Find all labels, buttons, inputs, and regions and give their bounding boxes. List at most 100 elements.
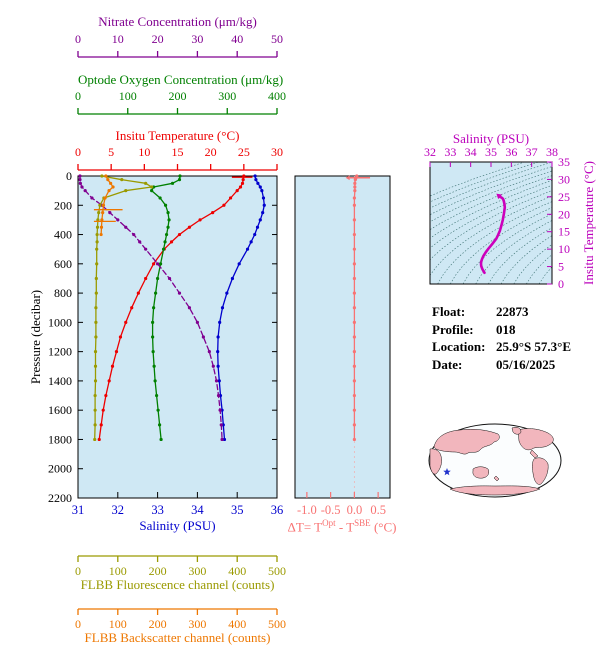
plot-area [430, 162, 552, 284]
pressure-tick-label: 1400 [48, 374, 72, 388]
marker-fluorescence [93, 364, 98, 368]
tick-label: 15 [172, 145, 184, 159]
marker-salinity [255, 225, 260, 229]
marker-nitrate [167, 276, 172, 281]
marker-fluorescence [97, 210, 101, 215]
marker-salinity [262, 203, 266, 207]
profile-plot: 0 200 400 600 800 1000 1200 1400 1600 1800 2000 220… [48, 169, 283, 517]
ts-x-tick-label: 38 [546, 145, 558, 159]
marker-delta-t [352, 379, 356, 383]
pressure-tick-label: 2200 [48, 491, 72, 505]
tick-label: 200 [149, 564, 167, 578]
delta-tick-label: 0.0 [347, 503, 363, 517]
series-temperature [98, 175, 245, 441]
float-label: Float: [432, 304, 466, 319]
marker-temperature [198, 218, 202, 222]
marker-salinity [216, 335, 220, 339]
marker-oxygen [153, 379, 157, 383]
tick-label: 20 [205, 145, 217, 159]
marker-nitrate [144, 247, 148, 251]
marker-nitrate [177, 291, 182, 295]
ts-y-tick-label: 0 [558, 277, 564, 291]
series-fluorescence [94, 175, 153, 441]
map-south-america [532, 457, 549, 485]
marker-oxygen [166, 225, 170, 229]
tick-label: 0 [75, 32, 81, 46]
marker-fluorescence [93, 408, 97, 412]
map-antarctica [449, 485, 541, 496]
map-eurasia [433, 428, 500, 455]
pressure-axis-label: Pressure (decibar) [28, 289, 43, 385]
tick-label: 30 [271, 145, 283, 159]
salinity-tick-label: 33 [151, 503, 164, 517]
tick-label: 300 [218, 89, 236, 103]
marker-backscatter [101, 203, 106, 207]
marker-oxygen [177, 178, 182, 182]
marker-delta-t [352, 276, 356, 281]
float-info: Float: 22873 Profile: 018 Location: 25.9°S … [432, 303, 571, 373]
marker-delta-t [352, 408, 356, 412]
marker-salinity [216, 350, 220, 354]
marker-delta-t [353, 185, 357, 189]
marker-oxygen [154, 291, 158, 295]
plot-area [77, 175, 278, 499]
pressure-tick-label: 1000 [48, 315, 72, 329]
salinity-tick-label: 31 [72, 503, 85, 517]
delta-t-title-sup-opt: Opt [322, 518, 336, 528]
density-contour [430, 190, 552, 261]
marker-temperature [97, 437, 101, 442]
density-contour [430, 162, 539, 203]
marker-delta-t [352, 218, 356, 222]
float-info-row-profile: Profile: 018 [432, 321, 571, 339]
float-value: 22873 [496, 304, 529, 319]
tick-label: 400 [228, 564, 246, 578]
pressure-tick-label: 1200 [48, 345, 72, 359]
tick-label: 0 [75, 89, 81, 103]
marker-temperature [187, 225, 192, 229]
float-location-star [443, 468, 451, 476]
pressure-tick-label: 400 [54, 228, 72, 242]
backscatter-axis: 0 100 200 300 400 500 [75, 608, 286, 631]
marker-temperature [169, 240, 174, 244]
series-nitrate [79, 175, 223, 441]
tick-label: 40 [231, 32, 243, 46]
tick-label: 20 [152, 32, 164, 46]
marker-oxygen [167, 218, 171, 222]
delta-t-title-pre: ΔT= T [287, 519, 323, 535]
world-map [428, 423, 562, 498]
marker-delta-t [353, 189, 357, 193]
marker-fluorescence [94, 306, 98, 310]
oxygen-axis-title: Optode Oxygen Concentration (μm/kg) [78, 72, 284, 87]
marker-backscatter [104, 174, 108, 178]
marker-fluorescence [120, 178, 124, 182]
pressure-tick-label: 600 [54, 257, 72, 271]
marker-delta-t [352, 364, 356, 368]
marker-fluorescence [94, 335, 98, 339]
marker-nitrate [83, 189, 87, 193]
float-info-row-float: Float: 22873 [432, 303, 571, 321]
marker-temperature [240, 181, 245, 185]
marker-oxygen [164, 232, 169, 237]
marker-salinity [230, 276, 235, 281]
delta-t-title-mid: - T [335, 519, 355, 535]
marker-oxygen [150, 189, 154, 193]
density-contour [430, 185, 552, 249]
marker-backscatter [99, 232, 103, 237]
tick-label: 400 [268, 89, 286, 103]
marker-fluorescence [93, 393, 97, 398]
tick-label: 100 [119, 89, 137, 103]
delta-t-plot: -1.0 -0.5 0.0 0.5 [294, 174, 391, 517]
marker-oxygen [166, 210, 170, 215]
delta-tick-label: 0.5 [370, 503, 386, 517]
pressure-tick-label: 1600 [48, 403, 72, 417]
plot-area [294, 175, 391, 499]
ts-y-tick-label: 25 [558, 190, 570, 204]
map-australia [472, 466, 490, 479]
ts-diagram: 32 33 34 35 36 37 38 0 5 10 15 20 25 30 35 [424, 145, 570, 291]
marker-salinity [245, 247, 250, 251]
marker-nitrate [138, 240, 142, 244]
marker-salinity [261, 196, 266, 200]
marker-temperature [211, 210, 215, 215]
marker-fluorescence [124, 189, 128, 193]
